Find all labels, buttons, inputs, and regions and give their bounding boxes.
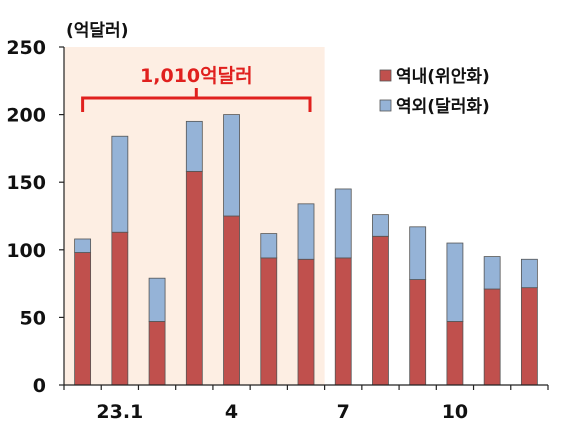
y-ticks: 0 50 100 150 200 250 [6,37,64,397]
bar-offshore-11 [483,256,501,290]
y-tick-label: 100 [6,240,46,262]
x-tick-label: 4 [225,401,238,423]
bar-onshore-12 [520,287,538,386]
bar-offshore-6 [297,203,315,260]
legend-label: 역내(위안화) [396,67,490,87]
bar-offshore-10 [446,242,464,322]
x-tick-label: 10 [442,401,468,423]
bar-onshore-10 [446,321,464,386]
legend-label: 역외(달러화) [396,96,490,117]
x-tick-label: 23.1 [96,401,143,423]
y-tick-label: 250 [6,37,46,59]
bar-onshore-7 [334,257,352,386]
bar-onshore-11 [483,288,501,386]
bar-offshore-5 [260,233,278,259]
bar-onshore-3 [185,170,203,386]
y-tick-label: 0 [33,375,46,397]
bar-onshore-0 [74,252,92,386]
unit-label: (억달러) [66,20,128,41]
bar-onshore-1 [111,231,129,386]
x-tick-label: 7 [337,401,350,423]
axes [63,47,548,386]
bar-offshore-8 [372,214,389,237]
bar-offshore-3 [185,120,203,172]
bars [74,114,538,386]
bar-offshore-9 [409,226,427,280]
bar-offshore-7 [334,188,352,259]
bar-onshore-4 [223,215,240,386]
bar-offshore-2 [148,277,166,322]
bar-onshore-5 [260,257,278,386]
bar-onshore-6 [297,258,315,386]
y-tick-label: 150 [6,172,46,194]
bar-offshore-0 [74,238,92,253]
annotation-bracket [81,88,312,112]
legend-swatch [379,69,392,82]
annotation-label: 1,010억달러 [140,65,253,87]
y-tick-label: 50 [20,307,46,329]
bar-onshore-9 [409,279,427,386]
bar-offshore-12 [520,258,538,289]
bar-offshore-1 [111,135,129,233]
x-ticks: 23.1 4 7 10 [63,385,549,423]
bracket-line [81,88,312,112]
bar-onshore-8 [372,235,389,386]
legend-swatch [379,99,392,112]
legend: 역내(위안화) 역외(달러화) [379,67,490,117]
bar-offshore-4 [223,114,240,217]
y-tick-label: 200 [6,105,46,127]
bar-onshore-2 [148,321,166,386]
